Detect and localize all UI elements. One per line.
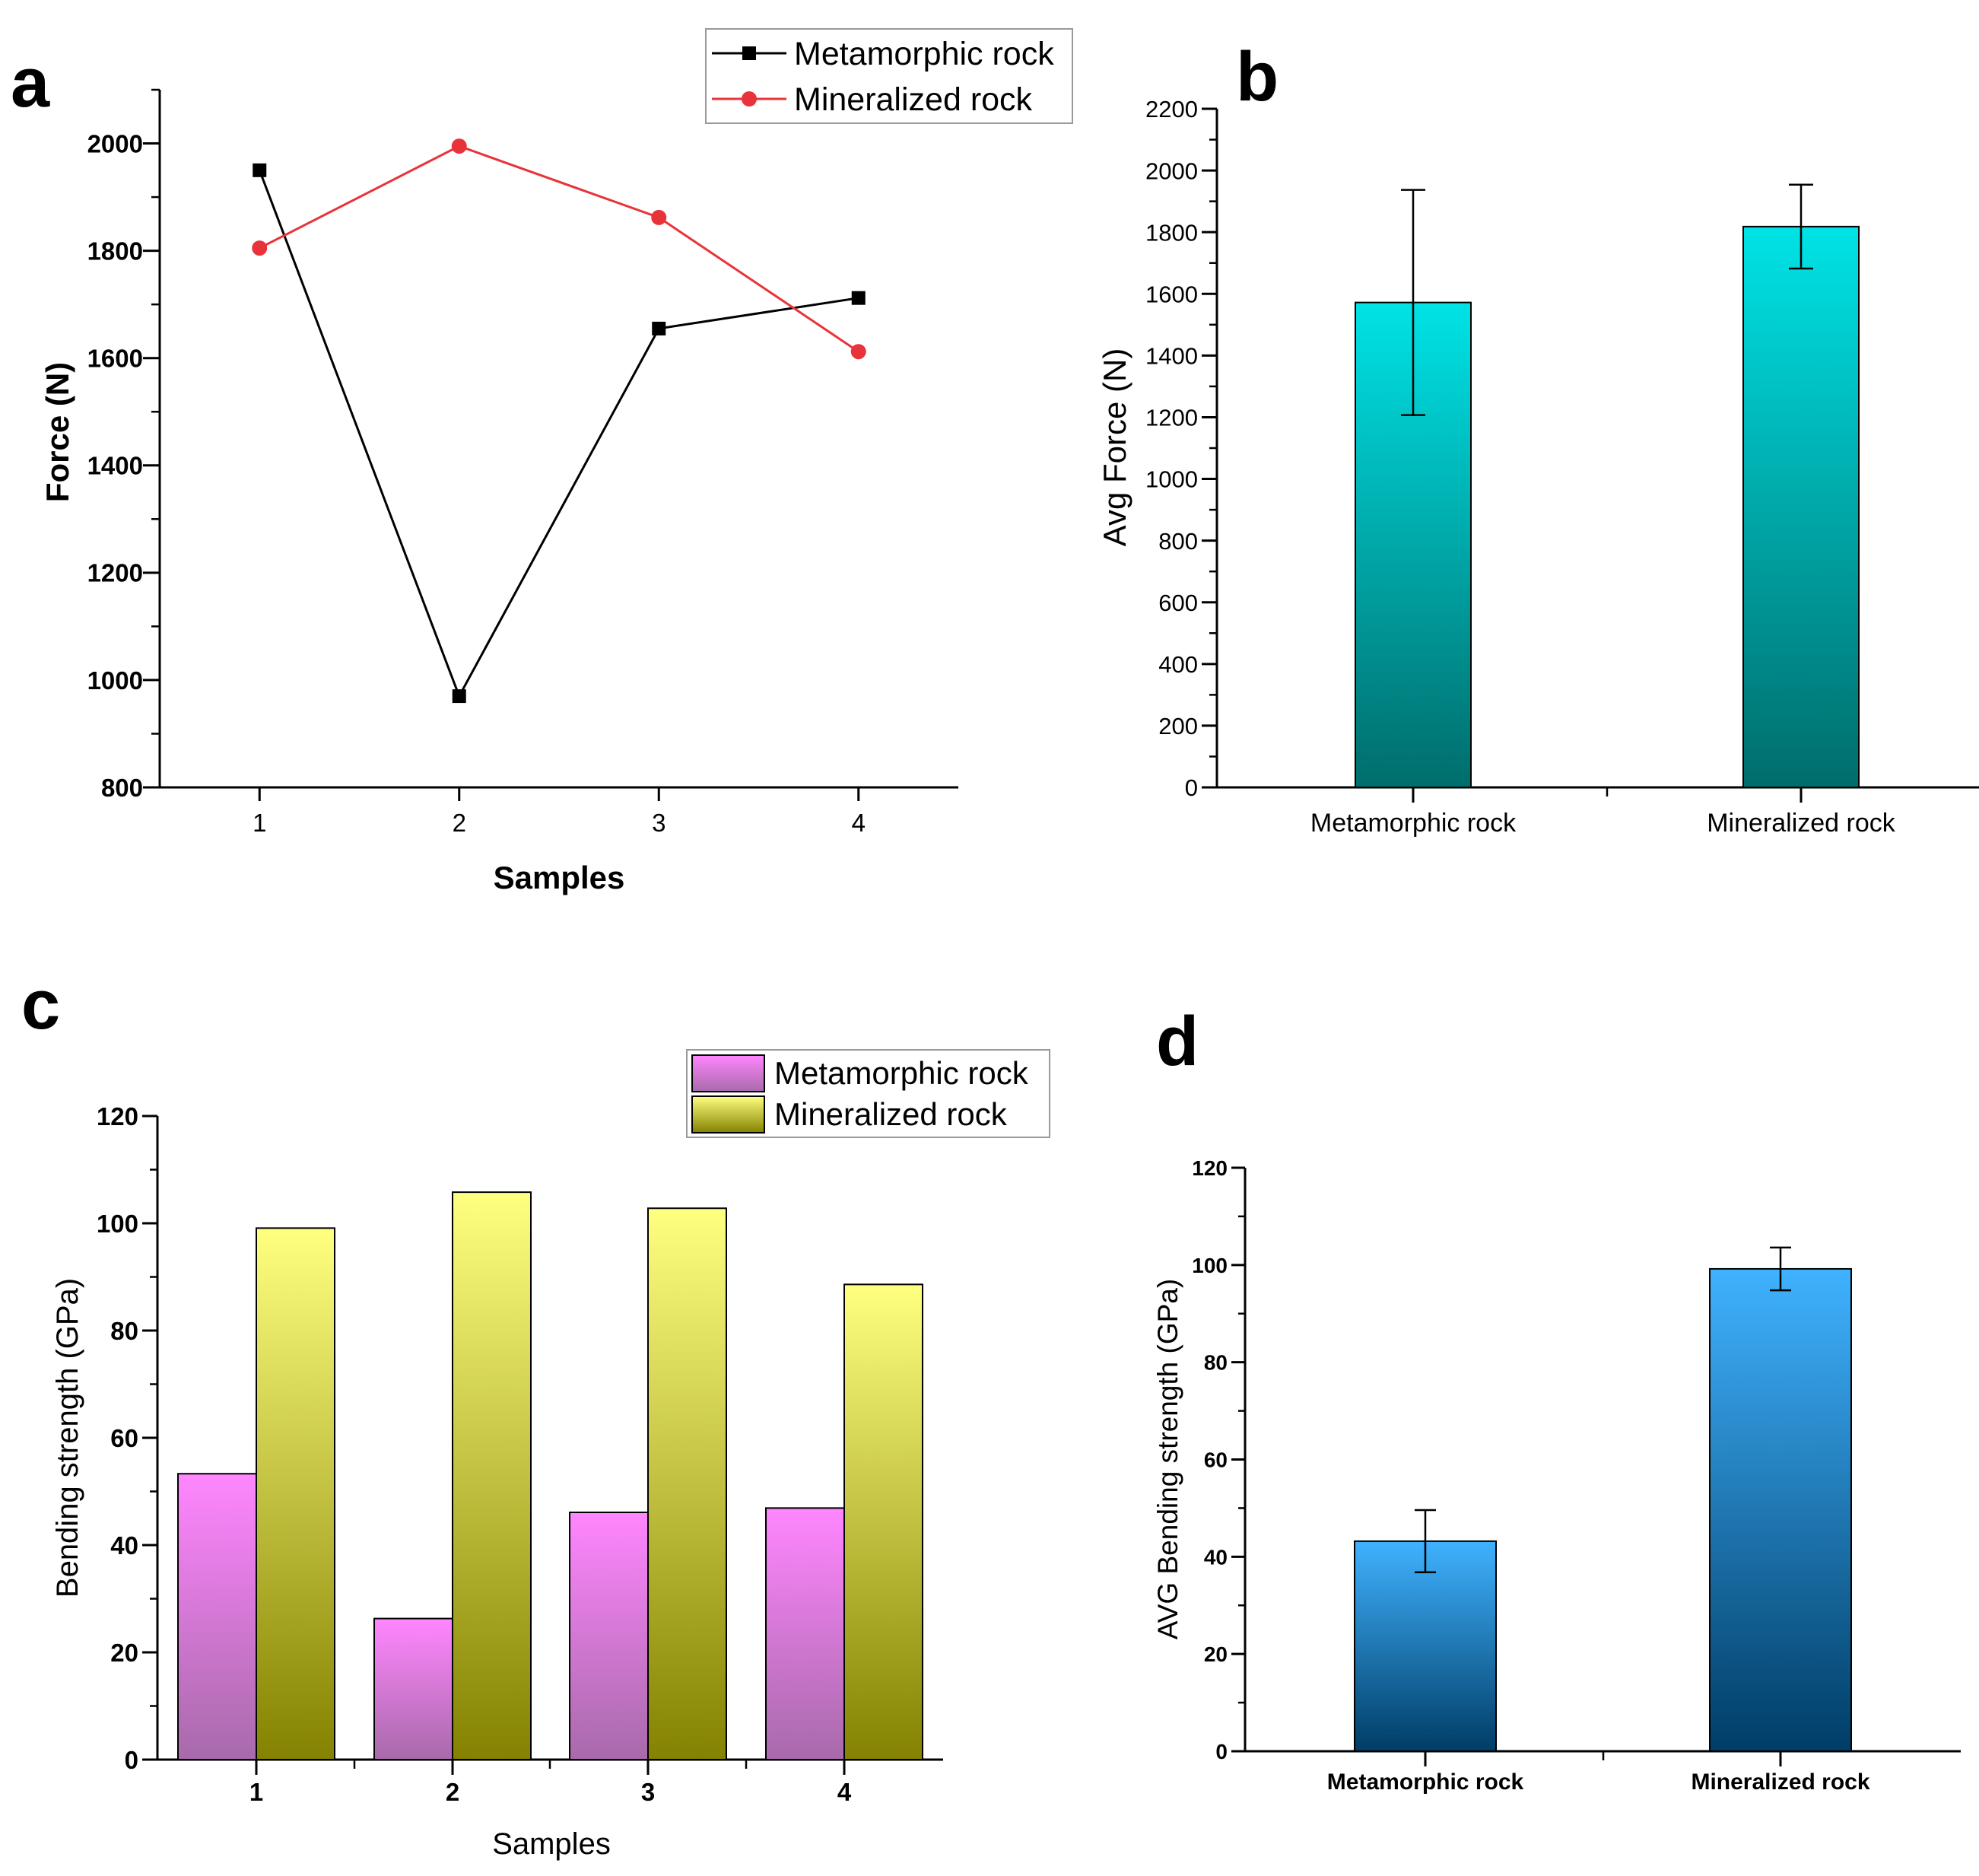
y-tick-label: 800	[1158, 528, 1198, 555]
panel-label-a: a	[11, 44, 50, 122]
data-point-circle	[252, 240, 268, 256]
chart-a-force-line: 800 1000 1200 1400 1600 1800 2000 1 2 3 4 Samples Fo…	[40, 28, 1073, 895]
x-tick-label: 4	[837, 1778, 852, 1806]
data-point-circle	[850, 344, 866, 360]
y-tick-label: 400	[1158, 651, 1198, 678]
bar-mineralized	[1709, 1267, 1852, 1752]
data-point-square	[652, 321, 666, 335]
x-axis-title: Samples	[494, 860, 625, 895]
y-tick-label: 800	[101, 774, 143, 802]
y-axis-title: AVG Bending strength (GPa)	[1152, 1279, 1183, 1639]
y-axis-title: Avg Force (N)	[1097, 348, 1132, 547]
y-tick-label: 0	[1215, 1740, 1228, 1763]
y-tick-label: 1000	[1145, 466, 1198, 493]
y-tick-label: 80	[110, 1317, 138, 1345]
y-tick-label: 1200	[1145, 405, 1198, 431]
legend-marker-circle	[742, 91, 757, 107]
bar-metamorphic	[569, 1511, 649, 1760]
y-tick-label: 200	[1158, 713, 1198, 739]
y-tick-label: 600	[1158, 590, 1198, 616]
legend-label: Metamorphic rock	[774, 1055, 1029, 1091]
x-tick-label: Mineralized rock	[1691, 1769, 1869, 1795]
legend-marker-square	[742, 46, 756, 60]
y-tick-label: 100	[1192, 1254, 1228, 1277]
chart-d-avg-bending-strength-bar: 0 20 40 60 80 100 120 Metamorphic rock Mineraliz…	[1152, 1156, 1961, 1795]
bar-metamorphic	[373, 1617, 453, 1760]
x-tick-label: 2	[446, 1778, 459, 1806]
bar-mineralized	[1742, 225, 1860, 789]
x-tick-label: 4	[852, 809, 866, 837]
legend-label: Mineralized rock	[794, 81, 1033, 118]
legend-label: Mineralized rock	[774, 1096, 1008, 1132]
x-tick-label: 2	[453, 809, 466, 837]
y-tick-label: 100	[97, 1210, 138, 1238]
x-tick-label: 3	[641, 1778, 655, 1806]
y-tick-label: 60	[110, 1424, 138, 1452]
y-tick-label: 1000	[87, 666, 143, 695]
x-tick-label: 1	[253, 809, 266, 837]
data-point-circle	[651, 209, 667, 225]
data-point-square	[851, 291, 866, 305]
data-point-square	[253, 163, 267, 177]
bar-metamorphic	[177, 1473, 257, 1760]
panel-label-c: c	[21, 966, 60, 1044]
x-axis-title: Samples	[492, 1827, 611, 1861]
legend-box	[705, 28, 1073, 124]
x-tick-label: 1	[249, 1778, 263, 1806]
panel-label-d: d	[1156, 1003, 1199, 1080]
bar-mineralized	[256, 1227, 335, 1760]
y-tick-label: 2000	[1145, 157, 1198, 184]
chart-c-bending-strength-bar: 0 20 40 60 80 100 120 1 2 3 4 Samples Bending streng…	[51, 1049, 1050, 1861]
y-tick-label: 0	[1185, 774, 1198, 801]
y-tick-label: 1800	[87, 237, 143, 265]
panel-label-b: b	[1236, 38, 1279, 116]
y-tick-label: 120	[1192, 1156, 1228, 1180]
y-tick-label: 0	[125, 1746, 138, 1774]
x-tick-label: Mineralized rock	[1707, 809, 1896, 838]
y-tick-label: 2000	[87, 129, 143, 157]
bar-metamorphic	[1354, 1540, 1497, 1752]
y-tick-label: 40	[110, 1531, 138, 1560]
bar-metamorphic	[765, 1507, 845, 1760]
series-line-mineralized	[259, 145, 859, 353]
x-tick-label: Metamorphic rock	[1310, 809, 1517, 838]
y-tick-label: 1400	[1145, 343, 1198, 370]
y-tick-label: 2200	[1145, 96, 1198, 122]
y-tick-label: 40	[1204, 1545, 1228, 1569]
y-tick-label: 80	[1204, 1351, 1228, 1375]
y-axis-title: Force (N)	[40, 362, 75, 502]
legend-swatch	[691, 1095, 765, 1134]
chart-b-avg-force-bar: 0 200 400 600 800 1000 1200 1400 1600 1800 2000 220…	[1097, 96, 1979, 838]
y-tick-label: 1400	[87, 452, 143, 480]
y-axis-title: Bending strength (GPa)	[51, 1278, 84, 1598]
y-tick-label: 1200	[87, 559, 143, 587]
y-tick-label: 60	[1204, 1448, 1228, 1472]
legend-swatch	[691, 1054, 765, 1092]
y-tick-label: 1600	[1145, 281, 1198, 307]
bar-mineralized	[647, 1207, 727, 1760]
y-tick-label: 20	[1204, 1642, 1228, 1666]
y-tick-label: 20	[110, 1639, 138, 1667]
x-tick-label: Metamorphic rock	[1327, 1769, 1524, 1795]
y-tick-label: 120	[97, 1102, 138, 1130]
data-point-square	[452, 689, 466, 704]
legend-label: Metamorphic rock	[794, 36, 1054, 72]
y-tick-label: 1600	[87, 345, 143, 373]
x-tick-label: 3	[652, 809, 665, 837]
y-tick-label: 1800	[1145, 219, 1198, 246]
data-point-circle	[451, 138, 467, 154]
series-line-metamorphic	[258, 170, 859, 699]
bar-mineralized	[452, 1191, 532, 1760]
bar-mineralized	[843, 1283, 923, 1760]
